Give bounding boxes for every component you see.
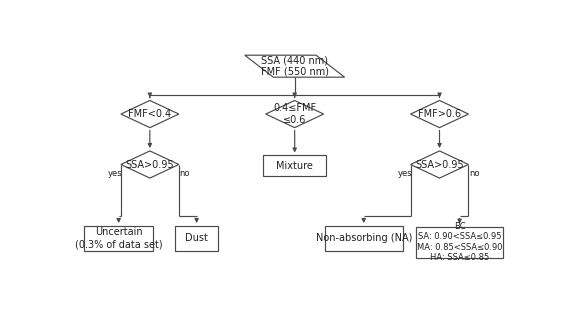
Text: Mixture: Mixture — [276, 161, 313, 171]
Text: yes: yes — [398, 169, 412, 178]
Text: SSA>0.95: SSA>0.95 — [125, 160, 174, 169]
Polygon shape — [411, 100, 469, 128]
Text: FMF<0.4: FMF<0.4 — [128, 109, 171, 119]
Text: 0.4≤FMF
≤0.6: 0.4≤FMF ≤0.6 — [273, 103, 316, 125]
Text: FMF>0.6: FMF>0.6 — [418, 109, 461, 119]
Text: no: no — [469, 169, 480, 178]
FancyBboxPatch shape — [263, 156, 326, 176]
Text: no: no — [179, 169, 190, 178]
FancyBboxPatch shape — [325, 226, 402, 251]
Text: Non-absorbing (NA): Non-absorbing (NA) — [316, 233, 412, 243]
Text: yes: yes — [108, 169, 123, 178]
Polygon shape — [411, 151, 469, 178]
FancyBboxPatch shape — [175, 226, 218, 251]
Text: Dust: Dust — [185, 233, 208, 243]
Polygon shape — [266, 100, 324, 128]
FancyBboxPatch shape — [84, 226, 153, 251]
FancyBboxPatch shape — [416, 226, 503, 258]
Text: SSA (440 nm)
FMF (550 nm): SSA (440 nm) FMF (550 nm) — [260, 55, 329, 77]
Text: SSA>0.95: SSA>0.95 — [415, 160, 464, 169]
Text: Uncertain
(0.3% of data set): Uncertain (0.3% of data set) — [75, 227, 163, 249]
Polygon shape — [121, 100, 179, 128]
Polygon shape — [121, 151, 179, 178]
Text: BC
SA: 0.90<SSA≤0.95
MA: 0.85<SSA≤0.90
HA: SSA≤0.85: BC SA: 0.90<SSA≤0.95 MA: 0.85<SSA≤0.90 H… — [417, 222, 503, 262]
Polygon shape — [245, 55, 344, 77]
